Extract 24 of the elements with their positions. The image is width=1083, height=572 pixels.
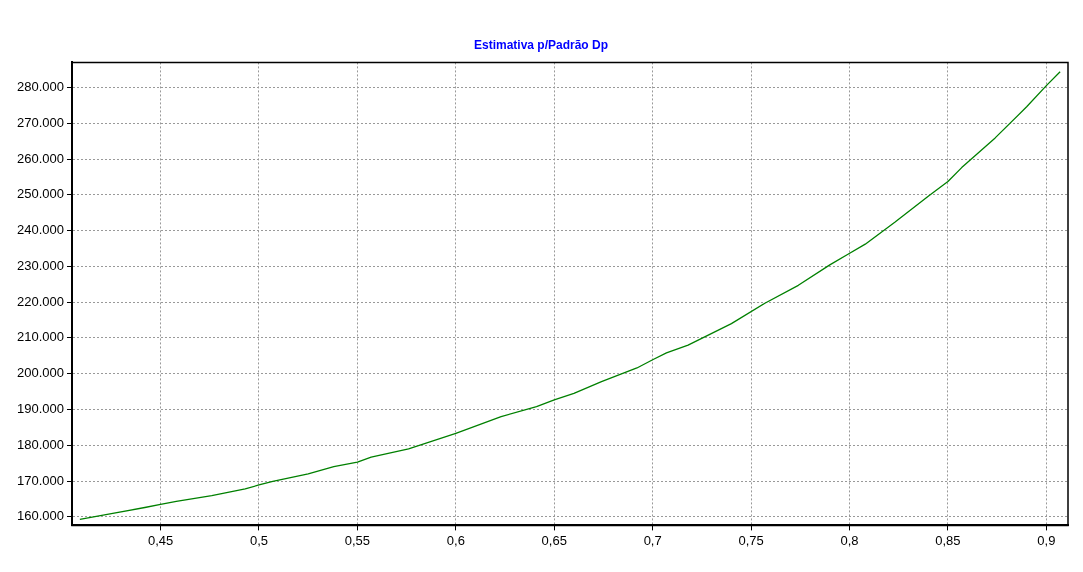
x-tick-label: 0,55 [344,532,371,548]
y-tick-label: 220.000 [16,293,64,309]
y-tick-label: 250.000 [16,186,64,202]
y-tick-label: 260.000 [16,150,64,166]
y-tick-label: 160.000 [16,508,64,524]
x-tick-label: 0,5 [249,532,269,548]
y-tick-label: 170.000 [16,472,64,488]
y-tick-label: 280.000 [16,79,64,95]
x-tick-label: 0,6 [446,532,465,548]
y-tick-label: 200.000 [16,365,64,381]
x-tick-label: 0,9 [1037,532,1056,548]
x-tick-label: 0,45 [147,532,174,548]
y-tick-label: 230.000 [16,257,64,273]
y-tick-label: 190.000 [16,401,64,417]
x-tick-label: 0,75 [738,532,764,548]
y-tick-label: 210.000 [16,329,64,345]
x-tick-label: 0,7 [643,532,662,548]
y-tick-label: 270.000 [16,114,64,130]
y-tick-label: 180.000 [16,436,64,452]
y-tick-label: 240.000 [16,222,64,238]
x-tick-label: 0,8 [840,532,859,548]
x-tick-label: 0,65 [541,532,567,548]
chart-title: Estimativa p/Padrão Dp [473,37,609,52]
x-tick-label: 0,85 [935,532,961,548]
